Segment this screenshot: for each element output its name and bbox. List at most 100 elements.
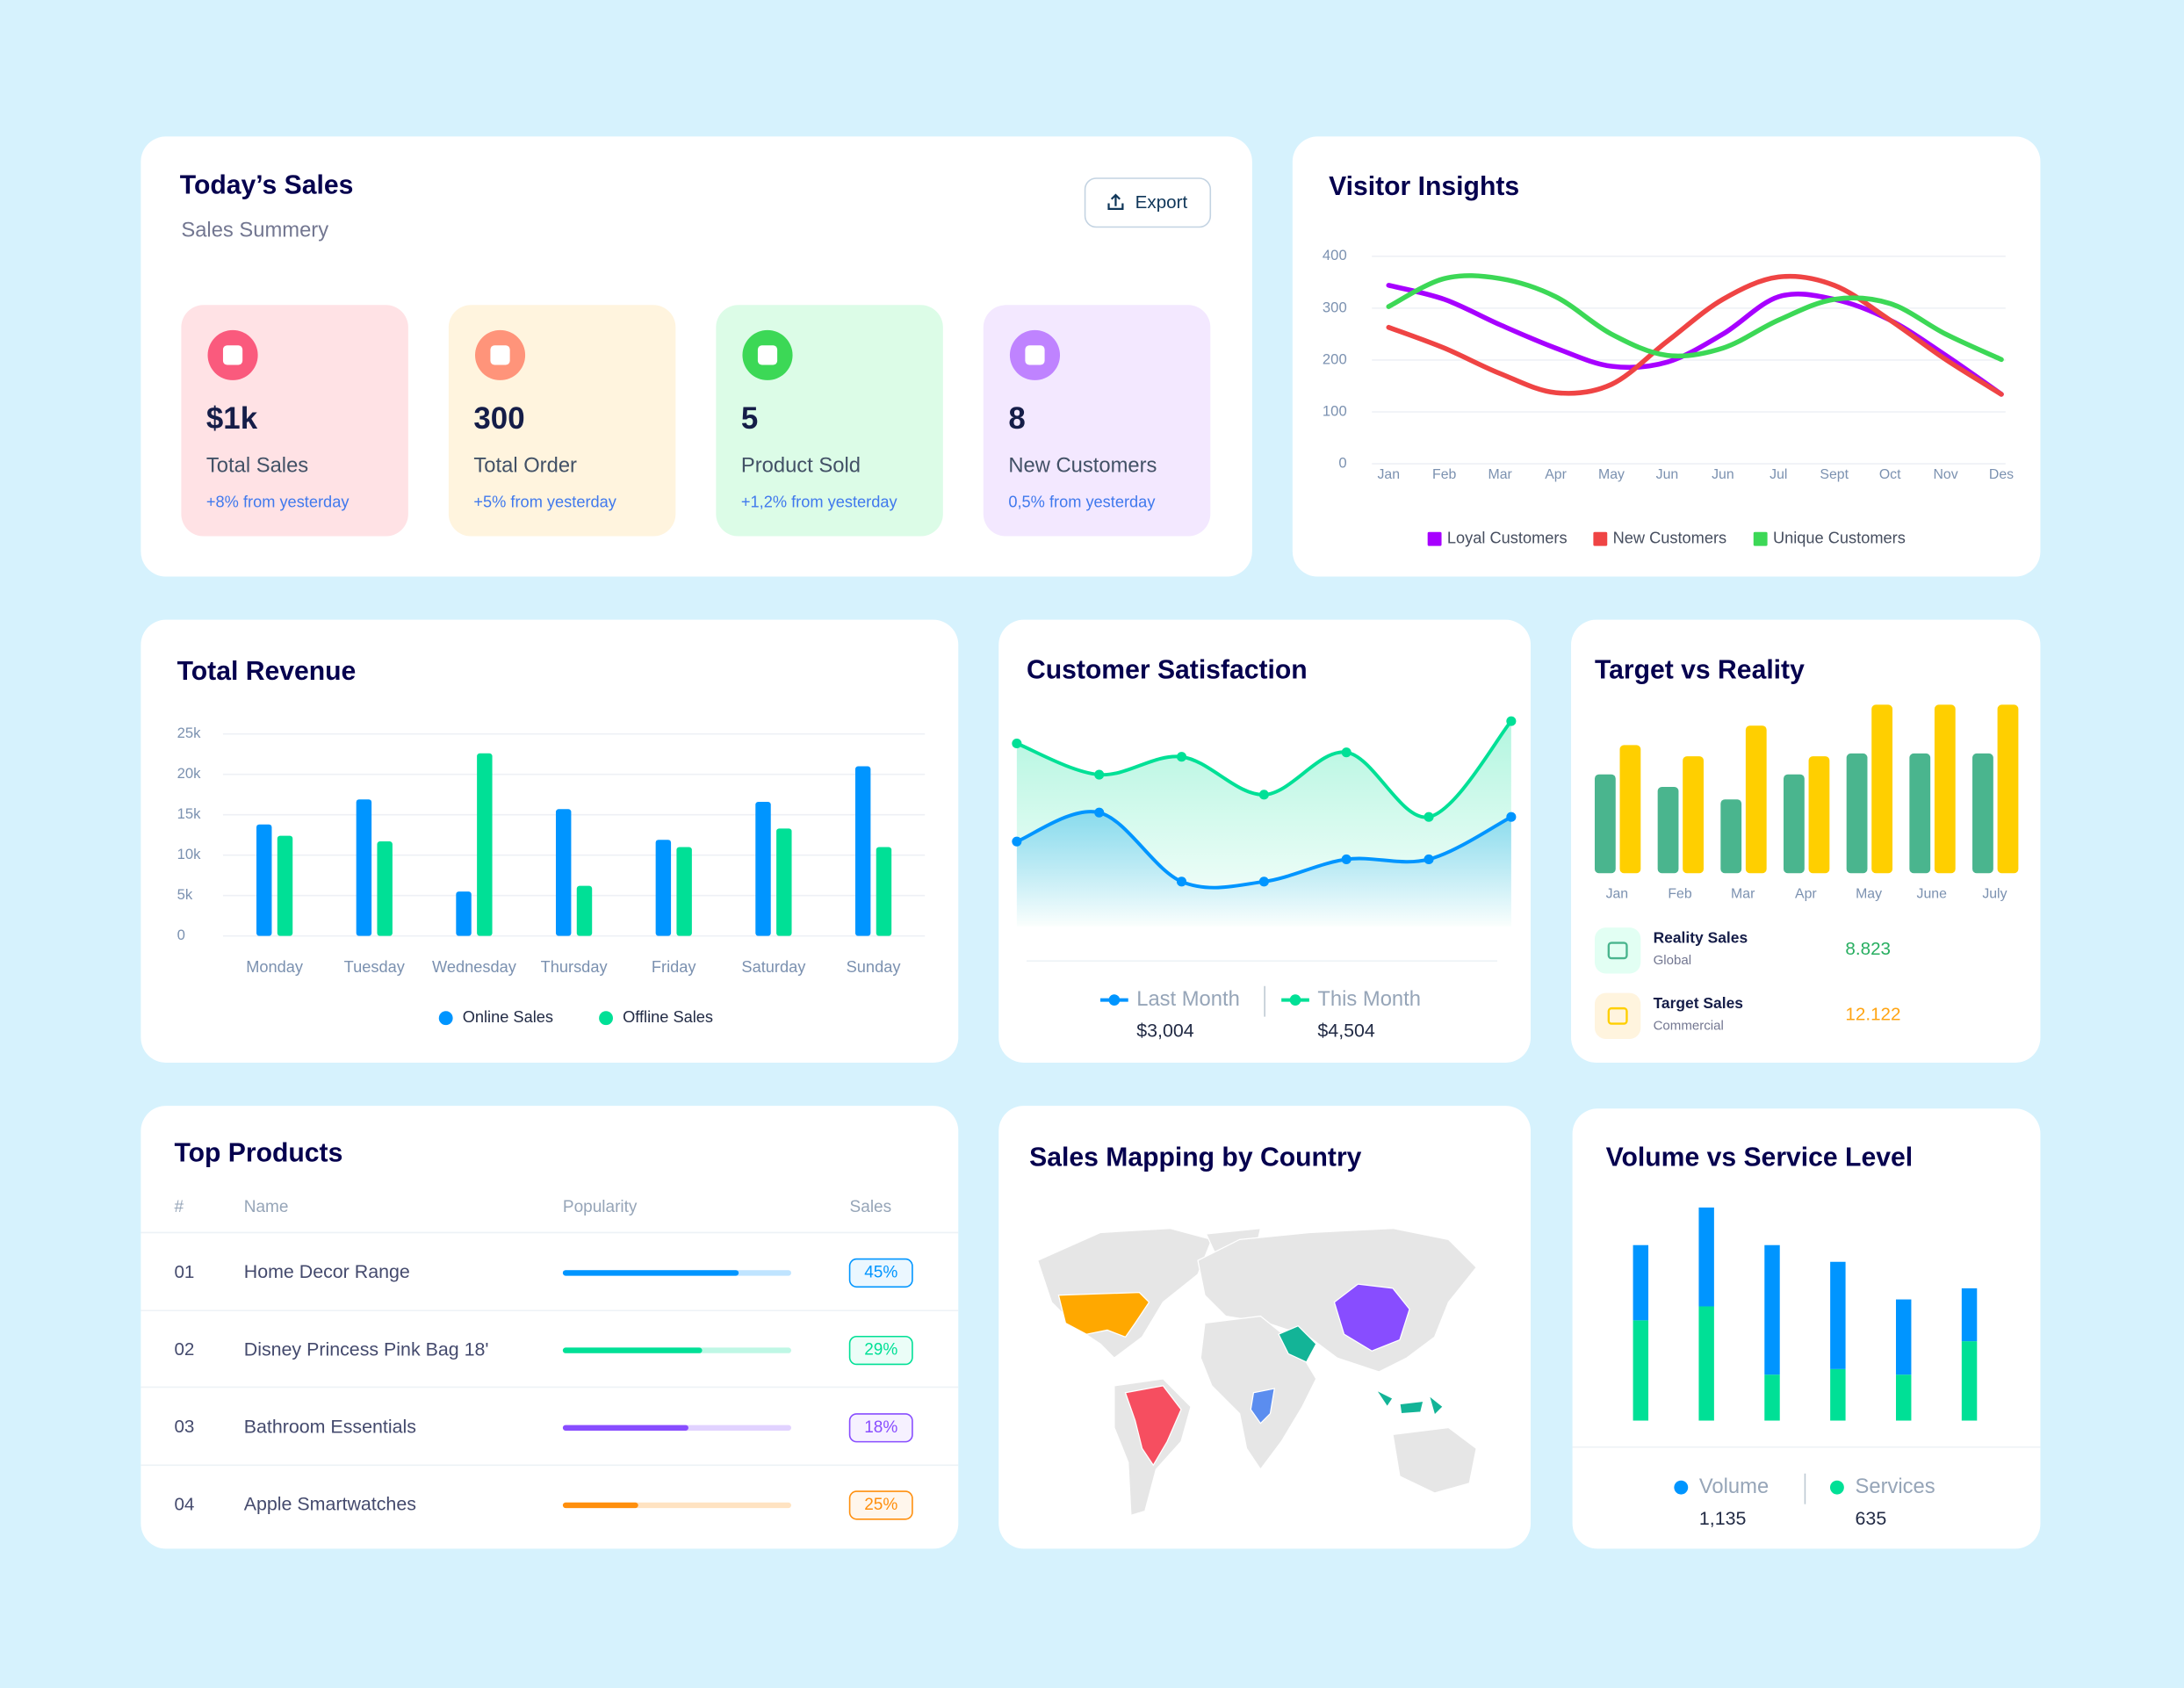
popularity-bar xyxy=(562,1502,638,1509)
stat-label: Total Order xyxy=(473,454,577,478)
bar xyxy=(356,799,372,936)
map-region xyxy=(1374,1389,1445,1417)
bar xyxy=(755,801,771,936)
sales-label: 18% xyxy=(864,1418,897,1437)
y-tick-label: 10k xyxy=(177,846,202,862)
stat-change: +8% from yesterday xyxy=(206,492,350,510)
column-header: Popularity xyxy=(563,1198,638,1216)
stat-value: $1k xyxy=(206,401,258,436)
bar xyxy=(1934,704,1956,874)
export-button[interactable] xyxy=(1084,177,1212,228)
bar xyxy=(277,835,293,936)
series-point xyxy=(1094,807,1105,818)
series-point xyxy=(1094,769,1105,780)
series-point xyxy=(1424,854,1434,864)
x-tick-label: May xyxy=(1856,886,1882,901)
bar xyxy=(256,824,272,936)
x-tick-label: Mar xyxy=(1488,467,1512,482)
x-tick-label: Jan xyxy=(1378,467,1401,482)
series-point xyxy=(1176,752,1187,762)
series-point xyxy=(1341,854,1351,864)
legend-swatch xyxy=(1753,531,1768,546)
bar xyxy=(377,841,393,936)
legend-marker xyxy=(1674,1480,1689,1495)
series-point xyxy=(1258,790,1269,800)
x-tick-label: Sunday xyxy=(847,957,902,976)
series-point xyxy=(1341,747,1351,758)
bar xyxy=(456,891,472,936)
y-tick-label: 20k xyxy=(177,765,202,782)
legend-label: Services xyxy=(1856,1475,1935,1498)
x-tick-label: Jun xyxy=(1656,467,1679,482)
bar xyxy=(1657,786,1679,874)
column-header: # xyxy=(174,1198,184,1216)
y-tick-label: 300 xyxy=(1323,299,1347,315)
bar-segment xyxy=(1961,1288,1978,1342)
bar xyxy=(1619,745,1641,874)
popularity-bar xyxy=(562,1270,739,1276)
legend-label: This Month xyxy=(1317,987,1421,1011)
legend-label: New Customers xyxy=(1613,529,1727,547)
x-tick-label: Tuesday xyxy=(344,957,406,976)
series-point xyxy=(1506,716,1517,726)
stat-change: 0,5% from yesterday xyxy=(1008,492,1156,510)
bar xyxy=(1683,756,1704,874)
y-tick-label: 0 xyxy=(177,927,185,943)
x-tick-label: Feb xyxy=(1668,886,1691,901)
bar xyxy=(1846,753,1868,874)
bar xyxy=(576,885,593,936)
legend-label: Unique Customers xyxy=(1773,529,1906,547)
legend-label: Online Sales xyxy=(463,1007,553,1026)
series-point xyxy=(1506,812,1517,822)
bar xyxy=(1745,725,1767,874)
legend-icon-glyph xyxy=(1607,1006,1628,1025)
panel xyxy=(141,136,1252,577)
bar-segment xyxy=(1895,1374,1912,1421)
x-tick-label: Thursday xyxy=(541,957,609,976)
legend-total: $4,504 xyxy=(1317,1021,1375,1042)
export-icon xyxy=(1107,193,1124,210)
stat-value: 5 xyxy=(741,401,758,436)
panel-subtitle: Sales Summery xyxy=(181,219,328,242)
stat-icon-glyph xyxy=(757,345,778,365)
panel xyxy=(1571,619,2041,1063)
bar xyxy=(776,828,792,936)
panel-title: Volume vs Service Level xyxy=(1606,1143,1913,1172)
y-tick-label: 5k xyxy=(177,886,193,903)
panel-title: Customer Satisfaction xyxy=(1027,655,1308,684)
bar-segment xyxy=(1764,1374,1780,1421)
y-tick-label: 400 xyxy=(1323,247,1347,263)
bar xyxy=(676,847,692,936)
series-point xyxy=(1258,876,1269,887)
panel-title: Target vs Reality xyxy=(1595,655,1805,684)
sales-label: 29% xyxy=(864,1341,897,1360)
column-header: Name xyxy=(244,1198,289,1216)
series-point xyxy=(1012,836,1022,847)
bar xyxy=(1720,799,1742,874)
legend-swatch xyxy=(1593,531,1608,546)
stat-change: +5% from yesterday xyxy=(473,492,616,510)
sales-label: 45% xyxy=(864,1263,897,1281)
y-tick-label: 0 xyxy=(1338,454,1346,471)
legend-total: 8.823 xyxy=(1845,939,1891,959)
row-name: Apple Smartwatches xyxy=(244,1494,416,1515)
x-tick-label: Des xyxy=(1989,467,2014,482)
sales-badge xyxy=(848,1413,913,1443)
x-tick-label: Jul xyxy=(1770,467,1787,482)
bar-segment xyxy=(1830,1261,1846,1369)
stat-change: +1,2% from yesterday xyxy=(741,492,898,510)
row-rank: 03 xyxy=(174,1417,194,1437)
bar-segment xyxy=(1698,1207,1714,1307)
sales-label: 25% xyxy=(864,1496,897,1514)
row-rank: 04 xyxy=(174,1494,194,1514)
y-tick-label: 25k xyxy=(177,725,202,741)
legend-total: 12.122 xyxy=(1845,1004,1900,1024)
column-header: Sales xyxy=(850,1198,892,1216)
bar-segment xyxy=(1633,1244,1649,1321)
legend-icon xyxy=(1594,927,1641,974)
stat-label: Product Sold xyxy=(741,454,861,478)
series-area xyxy=(1016,721,1511,927)
series-point xyxy=(1176,876,1187,887)
x-tick-label: Oct xyxy=(1879,467,1901,482)
stat-value: 300 xyxy=(473,401,524,436)
